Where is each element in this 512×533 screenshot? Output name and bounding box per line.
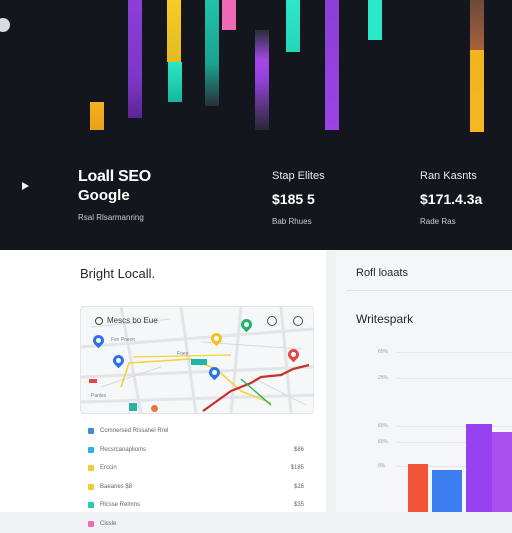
- list-color-swatch: [88, 484, 94, 490]
- y-tick-label: 25%: [378, 375, 388, 381]
- divider: [346, 290, 512, 291]
- y-tick-label: 65%: [378, 423, 388, 429]
- hero-bars-decoration: [0, 0, 512, 140]
- list-item-amount: $26: [294, 484, 304, 490]
- panel-title: Writespark: [356, 312, 413, 326]
- list-item[interactable]: Erccin $185: [88, 459, 304, 478]
- stat-caption: Bab Rhues: [272, 217, 325, 226]
- stat-caption: Rade Ras: [420, 217, 482, 226]
- hero-bar: [168, 62, 182, 102]
- hero-bar: [90, 102, 104, 130]
- list-color-swatch: [88, 465, 94, 471]
- hero-subtitle: Google: [78, 187, 130, 204]
- map-marker-icon: [89, 379, 97, 383]
- chart-bar[interactable]: [492, 432, 512, 512]
- list-item[interactable]: Baeanes $8 $26: [88, 478, 304, 497]
- hero-bar: [128, 0, 142, 118]
- hero-bar: [368, 0, 382, 40]
- list-item-amount: $185: [291, 465, 304, 471]
- map-label: Foen: [177, 351, 188, 357]
- panel-heading: Rofl loaats: [356, 267, 408, 279]
- hero-bar: [286, 0, 300, 52]
- list-color-swatch: [88, 447, 94, 453]
- stat-label: Stap Elites: [272, 170, 325, 182]
- map-label: Fsn Poeon: [111, 337, 135, 343]
- hero-bar: [470, 50, 484, 132]
- map-search-text: Mescs bo Eue: [107, 316, 158, 325]
- map-control-icon[interactable]: [267, 316, 277, 326]
- list-color-swatch: [88, 428, 94, 434]
- list-item-amount: $86: [294, 447, 304, 453]
- hero-banner: Loall SEO Google Rsal Rlsarmanring Stap …: [0, 0, 512, 250]
- map-card[interactable]: Mescs bo Eue Fsn Poeon Foen Panles: [80, 306, 314, 414]
- map-marker-icon: [129, 403, 137, 411]
- list-item[interactable]: Recsrcanaplioms $86: [88, 441, 304, 460]
- y-tick-label: 8%: [378, 463, 385, 469]
- hero-caption: Rsal Rlsarmanring: [78, 213, 144, 222]
- chart-bar[interactable]: [432, 470, 462, 512]
- y-tick-label: 65%: [378, 349, 388, 355]
- search-icon: [95, 317, 103, 325]
- location-list: Comnersed Rissanel Rrel Recsrcanaplioms …: [88, 422, 304, 533]
- hero-bar: [222, 0, 236, 30]
- hero-bar: [255, 30, 269, 130]
- hero-bar: [167, 0, 181, 62]
- chart-bar[interactable]: [408, 464, 428, 512]
- list-item-name: Rlcsse Relmns: [100, 502, 294, 508]
- map-marker-icon: [151, 405, 158, 412]
- map-marker-icon: [191, 359, 207, 365]
- list-item[interactable]: Comnersed Rissanel Rrel: [88, 422, 304, 441]
- list-color-swatch: [88, 521, 94, 527]
- panel-title: Bright Locall.: [80, 266, 155, 281]
- play-icon[interactable]: [22, 182, 29, 190]
- list-color-swatch: [88, 502, 94, 508]
- map-search[interactable]: Mescs bo Eue: [95, 316, 158, 325]
- list-item-name: Baeanes $8: [100, 484, 294, 490]
- bar-chart: [396, 340, 512, 512]
- list-item-name: Erccin: [100, 465, 291, 471]
- list-item-name: Recsrcanaplioms: [100, 447, 294, 453]
- stat-value: $171.4.3a: [420, 191, 482, 207]
- hero-bar: [325, 0, 339, 130]
- list-item[interactable]: Cissle: [88, 515, 304, 533]
- hero-bar: [205, 0, 219, 106]
- chart-bar[interactable]: [466, 424, 492, 512]
- hero-title: Loall SEO: [78, 168, 151, 186]
- stat-label: Ran Kasnts: [420, 170, 482, 182]
- list-item-name: Cissle: [100, 521, 304, 527]
- list-item-amount: $35: [294, 502, 304, 508]
- map-label: Panles: [91, 393, 106, 399]
- map-control-icon[interactable]: [293, 316, 303, 326]
- stat-block: Ran Kasnts $171.4.3a Rade Ras: [420, 170, 482, 226]
- stat-block: Stap Elites $185 5 Bab Rhues: [272, 170, 325, 226]
- y-tick-label: 65%: [378, 439, 388, 445]
- list-item-name: Comnersed Rissanel Rrel: [100, 428, 304, 434]
- hero-bar: [470, 0, 484, 50]
- stat-value: $185 5: [272, 191, 325, 207]
